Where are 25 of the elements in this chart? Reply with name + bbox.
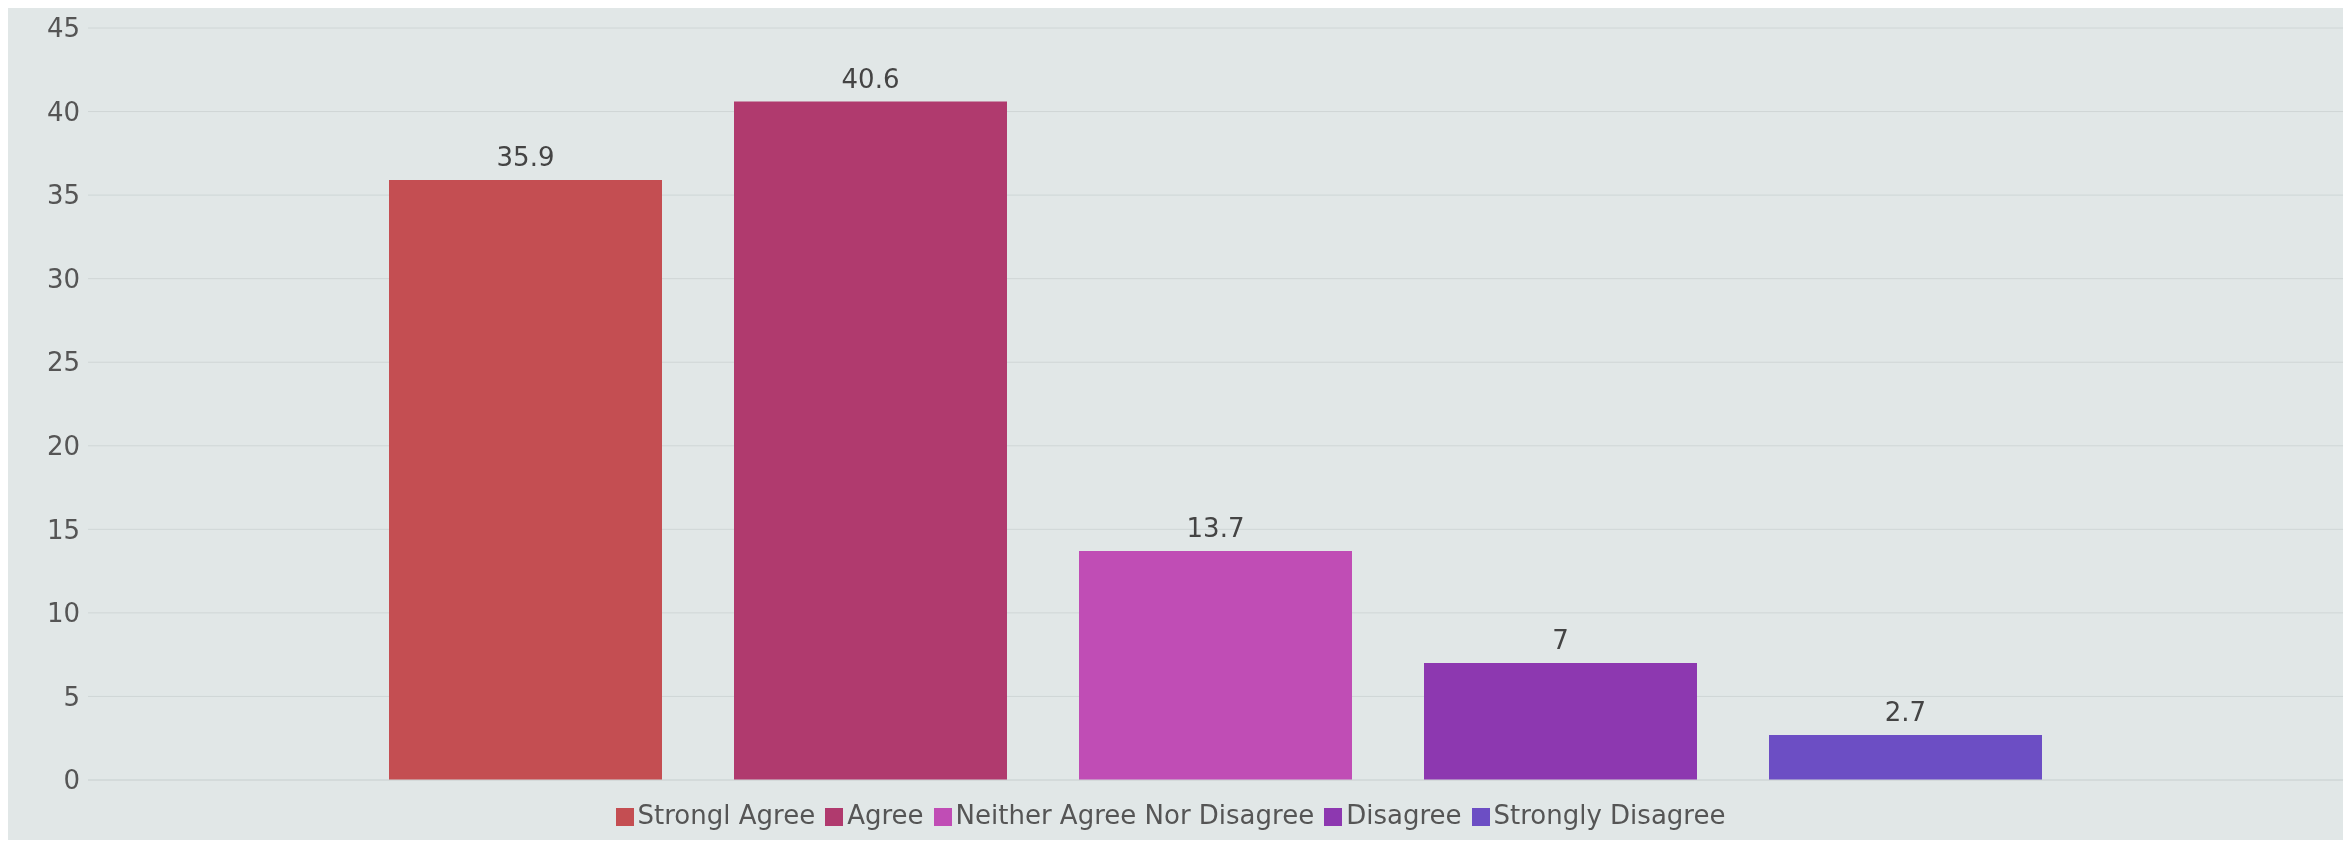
y-tick-label: 40 (46, 96, 80, 127)
bar (734, 101, 1007, 780)
legend-label: Strongl Agree (637, 800, 816, 830)
bar (1424, 663, 1697, 780)
legend-label: Disagree (1346, 800, 1462, 830)
y-tick-label: 30 (46, 263, 80, 294)
data-label: 7 (1552, 625, 1569, 656)
legend-label: Neither Agree Nor Disagree (955, 800, 1315, 830)
y-tick-label: 45 (46, 13, 80, 44)
y-tick-label: 0 (63, 765, 80, 796)
data-label: 13.7 (1186, 513, 1245, 544)
bar (389, 180, 662, 780)
data-label: 40.6 (841, 63, 900, 94)
y-tick-label: 5 (63, 681, 80, 712)
legend-label: Agree (847, 800, 924, 830)
y-tick-label: 20 (46, 431, 80, 462)
y-tick-label: 15 (46, 514, 80, 545)
data-label: 35.9 (496, 142, 555, 173)
legend-label: Strongly Disagree (1493, 800, 1726, 830)
y-tick-label: 35 (46, 180, 80, 211)
y-tick-label: 25 (46, 347, 80, 378)
data-label: 2.7 (1884, 696, 1927, 727)
bar (1769, 734, 2042, 780)
bar (1079, 551, 1352, 780)
y-tick-label: 10 (46, 598, 80, 629)
